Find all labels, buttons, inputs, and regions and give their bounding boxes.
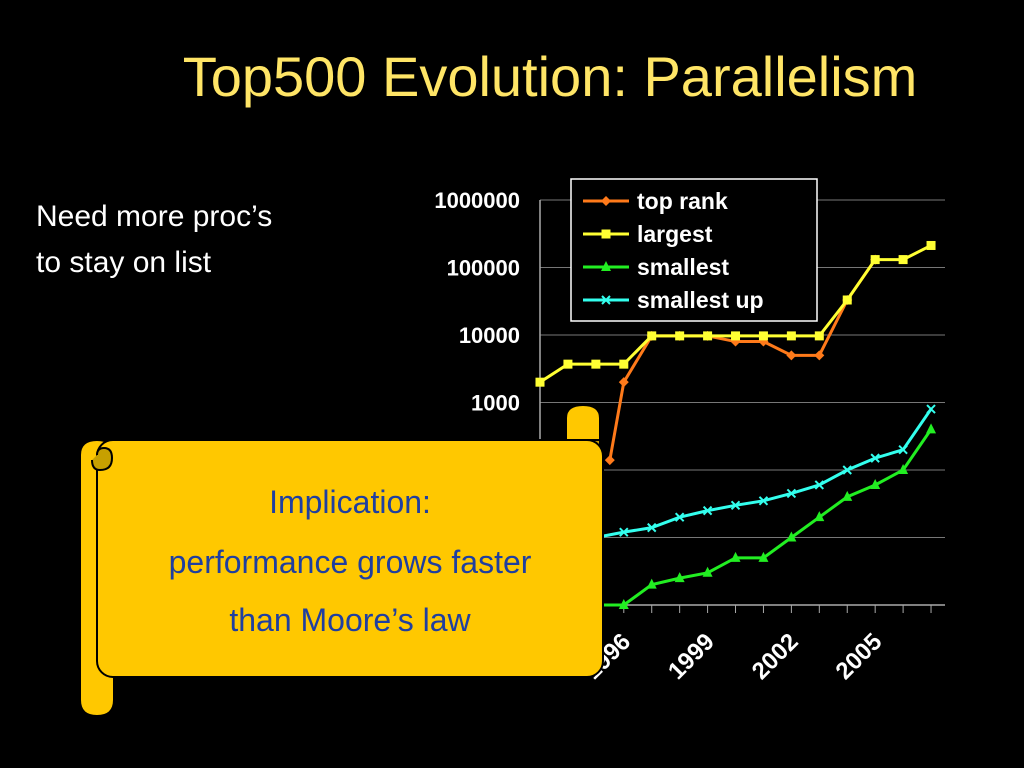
- data-point: [786, 531, 797, 542]
- data-point: [926, 240, 936, 250]
- data-point: [898, 255, 908, 265]
- legend-label: top rank: [637, 188, 728, 214]
- data-point: [618, 599, 629, 609]
- data-point: [604, 455, 615, 466]
- data-point: [898, 464, 909, 474]
- scroll-body: [96, 439, 604, 678]
- scroll-left-curl: [91, 446, 114, 472]
- data-point: [758, 551, 769, 562]
- callout-line-1: Implication:: [269, 484, 431, 520]
- data-point: [814, 511, 825, 522]
- legend-marker: [601, 229, 611, 239]
- data-point: [730, 551, 741, 562]
- data-point: [786, 350, 797, 361]
- y-tick-label: 100000: [447, 256, 520, 281]
- data-point: [618, 377, 629, 388]
- legend-marker: [601, 295, 611, 305]
- data-point: [926, 423, 937, 434]
- legend: [570, 178, 818, 322]
- scroll-top-curl: [565, 403, 601, 441]
- legend-label: smallest up: [637, 287, 764, 313]
- y-tick-label: 10000: [459, 323, 520, 348]
- data-point: [674, 512, 685, 522]
- data-point: [702, 566, 713, 577]
- data-point: [703, 331, 713, 341]
- slide-title: Top500 Evolution: Parallelism: [182, 45, 918, 108]
- legend-marker: [601, 261, 611, 271]
- data-point: [870, 453, 880, 463]
- data-point: [675, 331, 685, 341]
- data-point: [926, 404, 936, 414]
- data-point: [591, 359, 601, 369]
- bullet-line-2: to stay on list: [36, 246, 212, 279]
- data-point: [730, 500, 741, 511]
- data-point: [842, 295, 852, 305]
- bullet-line-1: Need more proc’s: [36, 200, 273, 233]
- data-point: [647, 331, 657, 341]
- data-point: [563, 359, 573, 369]
- data-point: [786, 488, 797, 499]
- legend-label: smallest: [637, 254, 729, 280]
- data-point: [898, 444, 908, 455]
- legend-marker: [601, 196, 611, 206]
- data-point: [814, 350, 825, 361]
- y-tick-label: 1000: [471, 391, 520, 416]
- data-point: [702, 505, 713, 516]
- data-point: [674, 572, 685, 583]
- data-point: [814, 480, 825, 490]
- data-point: [758, 331, 768, 341]
- data-point: [870, 478, 881, 489]
- legend-label: largest: [637, 221, 713, 247]
- data-point: [786, 331, 796, 341]
- callout-line-2: performance grows faster: [168, 544, 532, 580]
- data-point: [842, 490, 853, 501]
- data-point: [870, 255, 880, 265]
- data-point: [758, 496, 769, 506]
- data-point: [619, 359, 629, 369]
- data-point: [646, 578, 657, 589]
- data-point: [814, 331, 824, 341]
- data-point: [731, 331, 741, 341]
- data-point: [619, 527, 629, 537]
- y-tick-label: 1000000: [434, 188, 520, 213]
- data-point: [535, 377, 545, 387]
- data-point: [842, 465, 852, 475]
- callout-line-3: than Moore’s law: [229, 602, 471, 638]
- data-point: [647, 522, 657, 533]
